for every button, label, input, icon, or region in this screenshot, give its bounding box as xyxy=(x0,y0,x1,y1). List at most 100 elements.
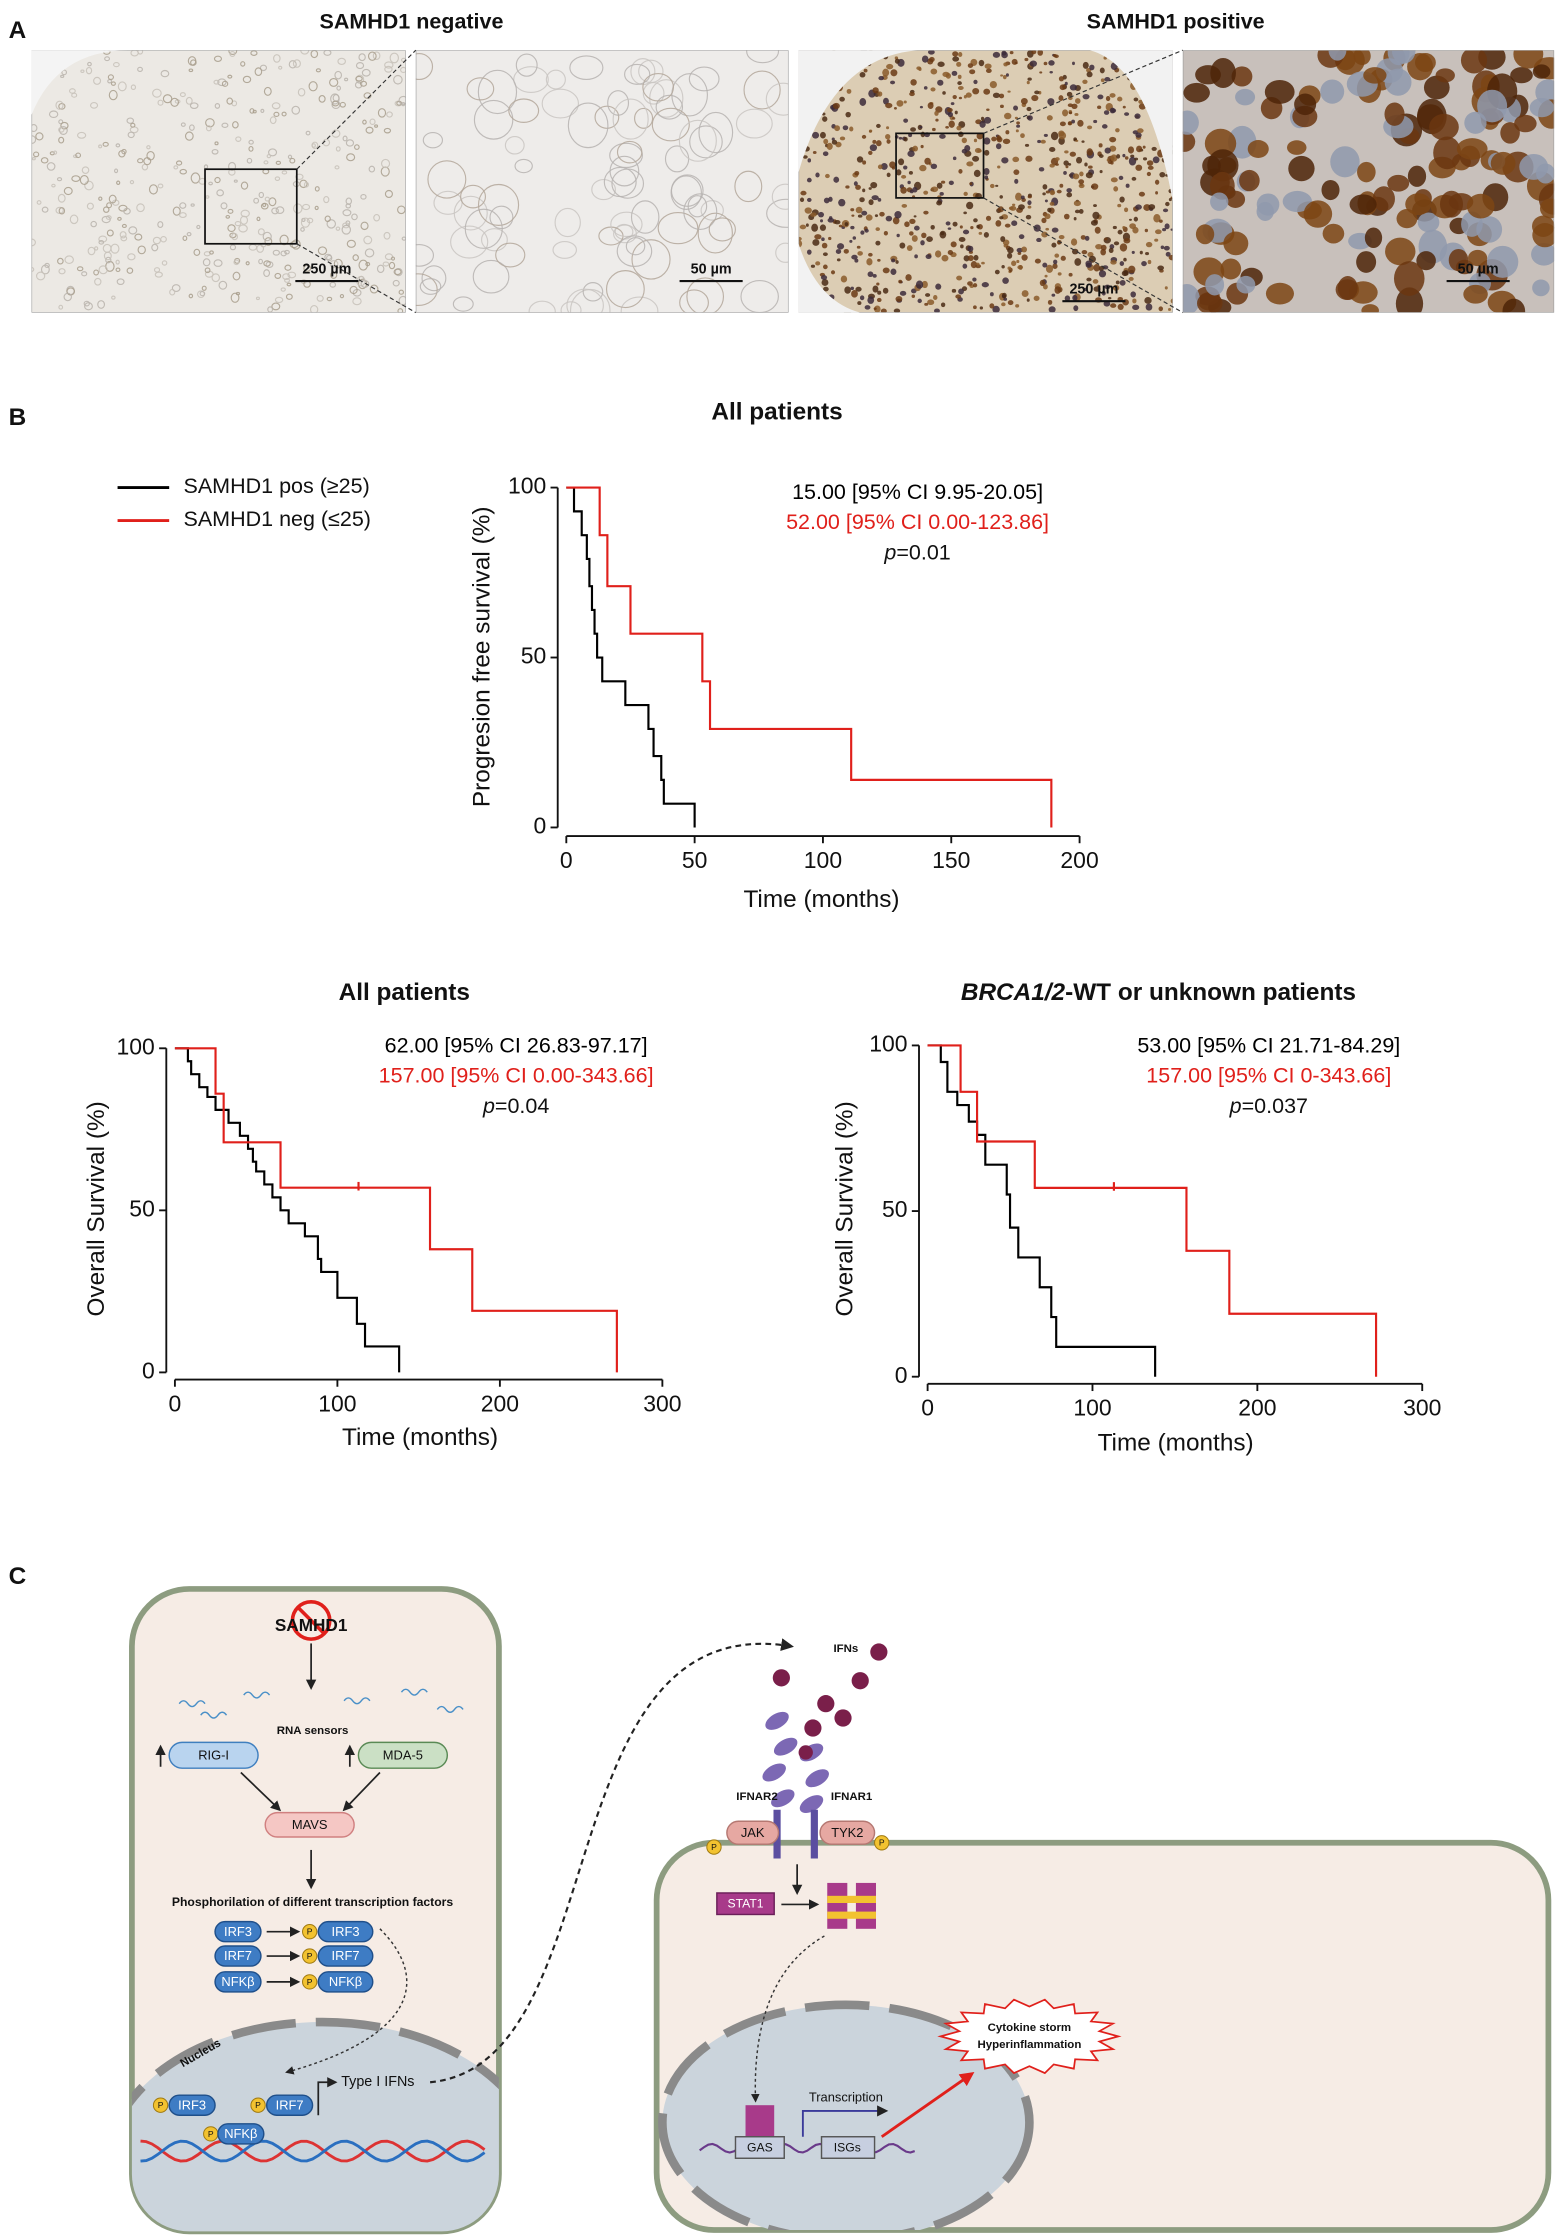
cell xyxy=(894,211,902,219)
cell xyxy=(110,81,116,86)
cell xyxy=(1013,105,1019,111)
cell xyxy=(861,210,868,216)
cell xyxy=(876,140,882,147)
cell xyxy=(1158,306,1164,312)
cell xyxy=(940,180,946,184)
cell xyxy=(1405,193,1432,216)
stat1-dimer-link xyxy=(827,1911,876,1919)
cell xyxy=(1073,216,1077,221)
cell xyxy=(874,214,879,218)
label: ISGs xyxy=(834,2140,861,2154)
cell xyxy=(269,116,277,125)
cell xyxy=(1092,279,1099,284)
cell xyxy=(1089,64,1095,71)
cell xyxy=(170,97,180,107)
cell xyxy=(1100,244,1107,251)
cell xyxy=(959,225,963,229)
cell xyxy=(962,263,968,269)
cell xyxy=(199,290,206,297)
cell xyxy=(268,197,277,207)
nucleus xyxy=(131,2017,499,2232)
x-tick-label: 200 xyxy=(1238,1395,1276,1421)
cell xyxy=(1041,217,1047,224)
cell xyxy=(1396,209,1418,229)
cell xyxy=(202,258,211,267)
cell xyxy=(242,75,252,84)
cell xyxy=(1135,164,1143,171)
cell xyxy=(1011,220,1018,226)
cell xyxy=(1085,172,1093,179)
cell xyxy=(935,118,939,122)
stat1-dimer xyxy=(855,1882,876,1929)
cell xyxy=(1045,190,1050,194)
stat1-dimer xyxy=(827,1882,848,1929)
cell xyxy=(228,161,237,171)
cell xyxy=(965,92,972,98)
cell xyxy=(880,162,888,170)
cell xyxy=(805,223,809,227)
cell xyxy=(997,165,1001,169)
cell xyxy=(969,69,976,75)
cell xyxy=(948,180,954,186)
cell xyxy=(1117,303,1124,310)
cell xyxy=(363,235,373,245)
cell xyxy=(1018,234,1025,240)
cell xyxy=(826,142,833,150)
cell xyxy=(746,50,780,64)
cell xyxy=(161,260,168,266)
cell xyxy=(1116,154,1121,159)
cell xyxy=(148,184,158,195)
cell xyxy=(380,158,391,169)
cell xyxy=(1105,96,1111,102)
cell xyxy=(889,161,896,169)
cell xyxy=(734,170,763,203)
cell xyxy=(1131,250,1135,254)
cell xyxy=(53,150,58,155)
cell xyxy=(81,166,90,174)
cell xyxy=(228,50,238,55)
cell xyxy=(278,65,283,70)
cell xyxy=(883,97,889,105)
pill-label: NFKβ xyxy=(224,2126,257,2141)
cell xyxy=(842,125,849,131)
cell xyxy=(1361,304,1379,313)
cell xyxy=(896,100,904,107)
pill xyxy=(726,1820,780,1845)
cell xyxy=(248,139,254,145)
scale-bar-label: 250 µm xyxy=(1069,281,1118,297)
cell xyxy=(315,68,322,73)
p-symbol: p xyxy=(482,1094,495,1118)
cell xyxy=(890,268,897,275)
cell xyxy=(1135,204,1142,210)
cell xyxy=(1072,173,1080,180)
cell xyxy=(324,215,331,223)
phospho-circle xyxy=(706,1839,722,1855)
cell xyxy=(1107,296,1112,300)
cell xyxy=(835,249,842,254)
cell xyxy=(1235,88,1256,106)
cell xyxy=(868,252,873,257)
cell xyxy=(878,75,884,81)
cell xyxy=(339,101,346,108)
cell xyxy=(1109,93,1116,98)
cell xyxy=(354,144,360,150)
cell xyxy=(898,136,903,140)
annotation: 157.00 [95% CI 0-343.66] xyxy=(1146,1064,1391,1088)
cell xyxy=(152,88,162,98)
cell xyxy=(678,119,717,162)
cell xyxy=(1098,143,1103,148)
cell xyxy=(392,279,400,287)
cell xyxy=(477,183,520,226)
cell xyxy=(1002,75,1007,80)
cell xyxy=(229,244,237,251)
cell xyxy=(956,275,963,281)
cell xyxy=(329,77,339,87)
cell xyxy=(860,230,865,235)
cell xyxy=(998,93,1005,99)
cell xyxy=(364,248,375,258)
label: Phosphorilation of different transcripti… xyxy=(172,1895,454,1909)
cell xyxy=(1078,179,1085,185)
cell xyxy=(896,233,900,238)
cell xyxy=(687,195,708,218)
